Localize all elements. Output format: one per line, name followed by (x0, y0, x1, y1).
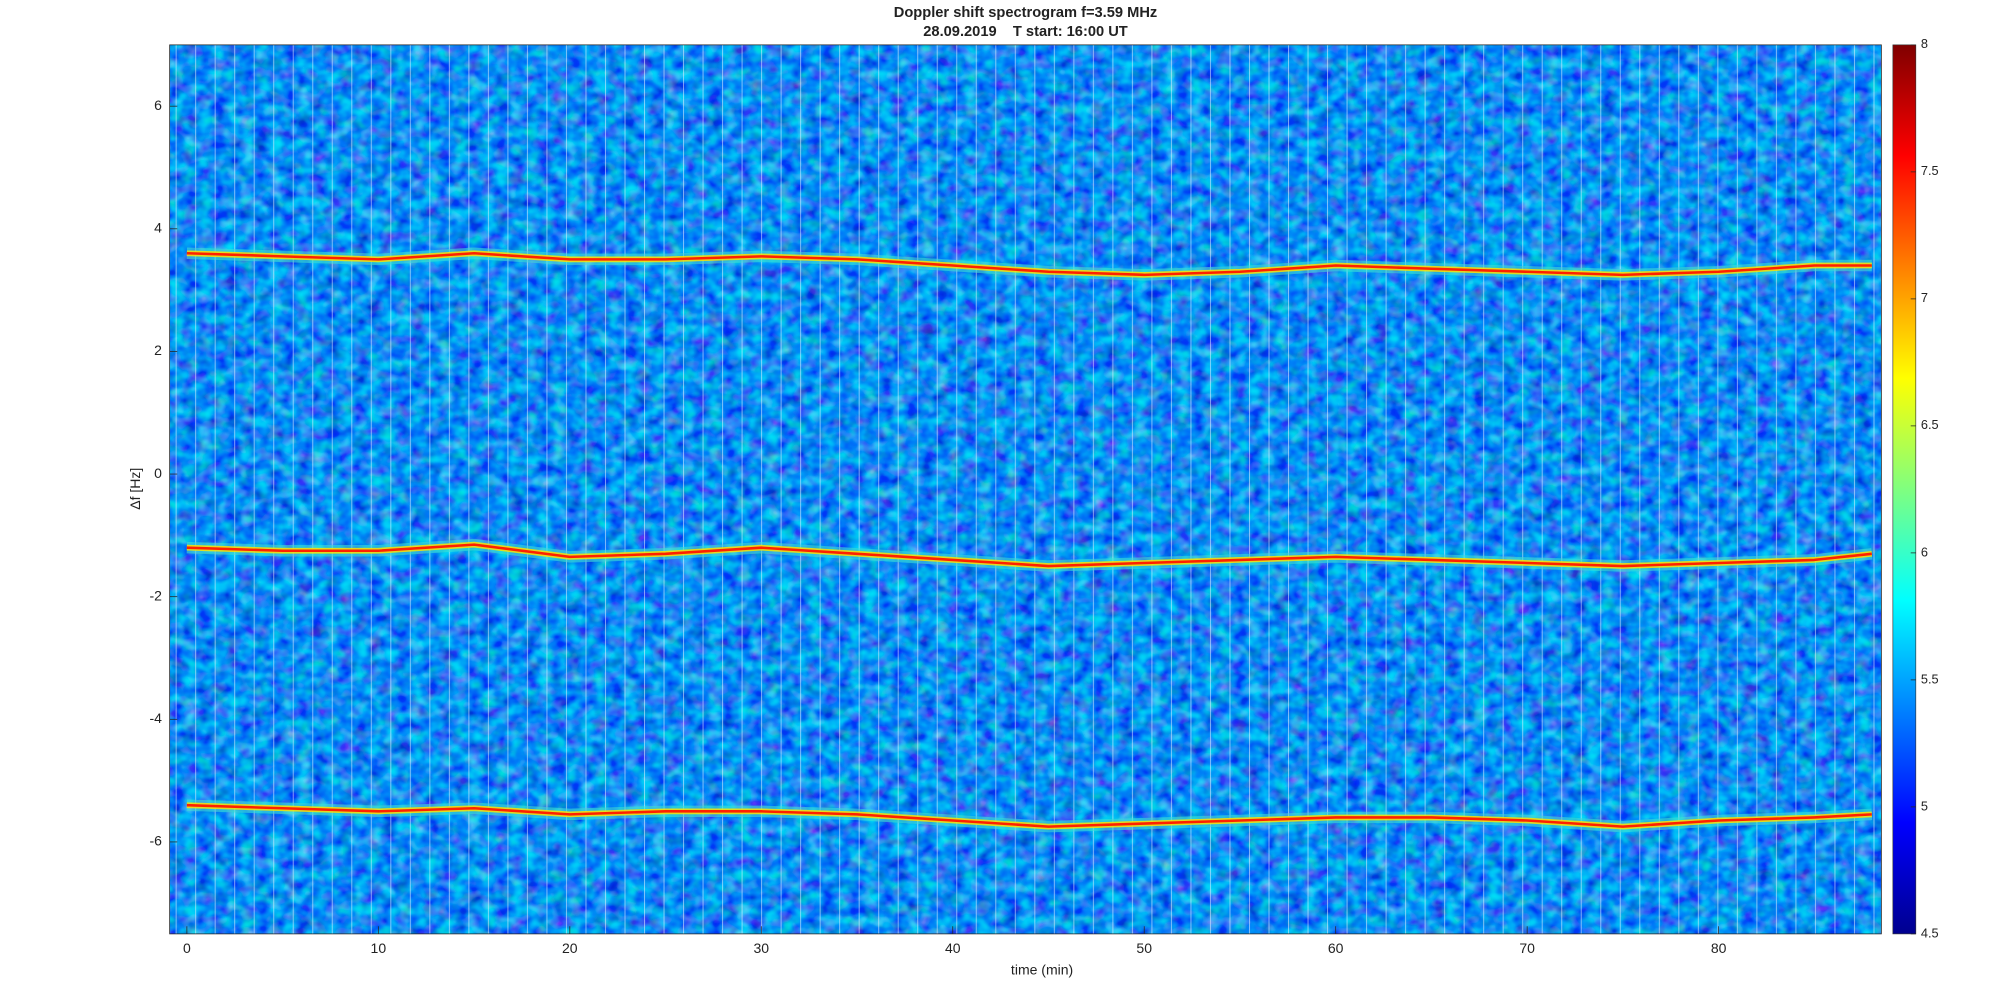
colorbar-tick-label: 8 (1921, 36, 1928, 51)
plot-area (169, 44, 1882, 934)
colorbar-tick-label: 5.5 (1921, 671, 1939, 686)
colorbar-tick-label: 4.5 (1921, 925, 1939, 940)
x-tick-label: 40 (945, 940, 961, 956)
y-tick-label: 2 (154, 342, 162, 358)
trace (186, 543, 1872, 568)
colorbar-tick-label: 7.5 (1921, 163, 1939, 178)
x-tick-label: 80 (1711, 940, 1727, 956)
axes-box (169, 44, 1882, 935)
colorbar (1892, 44, 1917, 935)
x-tick-label: 60 (1328, 940, 1344, 956)
colorbar-tick-label: 6.5 (1921, 417, 1939, 432)
x-tick-label: 70 (1519, 940, 1535, 956)
x-tick-label: 50 (1136, 940, 1152, 956)
x-tick-label: 20 (562, 940, 578, 956)
x-tick-label: 0 (183, 940, 191, 956)
colorbar-tick-label: 7 (1921, 290, 1928, 305)
x-tick-label: 30 (753, 940, 769, 956)
colorbar-tick-label: 5 (1921, 798, 1928, 813)
chart-subtitle: 28.09.2019 T start: 16:00 UT (923, 24, 1128, 40)
y-tick-label: -2 (150, 587, 163, 603)
y-tick-label: -6 (150, 833, 163, 849)
spectrogram-seams (169, 44, 1882, 934)
trace (186, 252, 1872, 277)
trace (186, 803, 1872, 828)
x-axis-label: time (min) (1011, 962, 1073, 978)
y-axis-label: Δf [Hz] (127, 468, 143, 510)
y-tick-label: 0 (154, 465, 162, 481)
chart-title: Doppler shift spectrogram f=3.59 MHz (894, 5, 1157, 21)
colorbar-tick-label: 6 (1921, 544, 1928, 559)
y-tick-label: 4 (154, 220, 162, 236)
y-tick-label: -4 (150, 710, 163, 726)
x-tick-label: 10 (371, 940, 387, 956)
y-tick-label: 6 (154, 97, 162, 113)
